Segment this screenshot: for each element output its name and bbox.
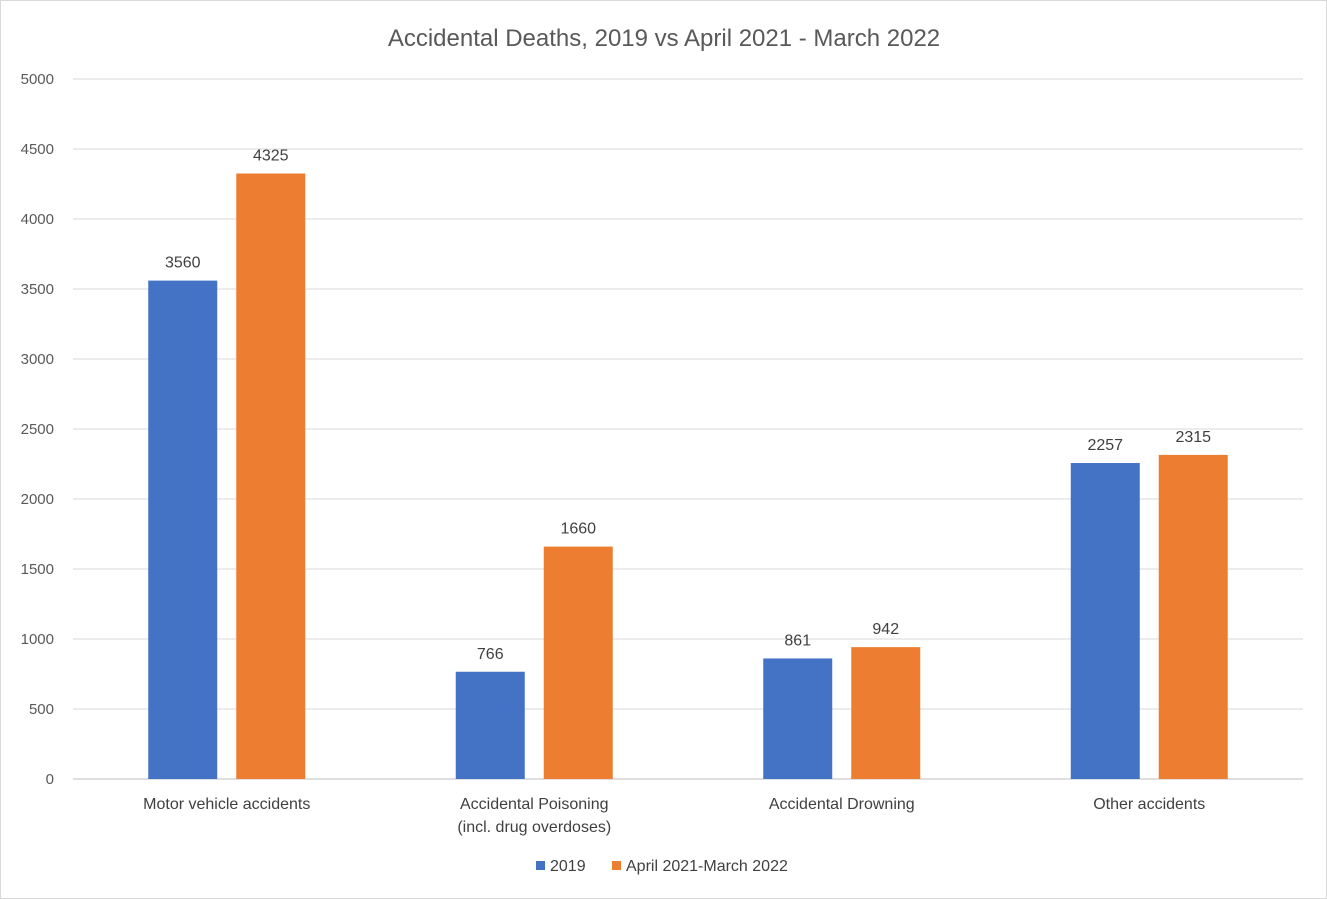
category-label: (incl. drug overdoses) <box>457 819 611 836</box>
y-tick-label: 2500 <box>21 421 54 438</box>
legend-label: April 2021-March 2022 <box>626 858 788 875</box>
bar <box>236 173 306 779</box>
y-tick-label: 2000 <box>21 491 54 508</box>
x-axis-categories: Motor vehicle accidents Accidental Poison… <box>143 796 1205 836</box>
legend: 2019 April 2021-March 2022 <box>536 858 788 875</box>
y-tick-label: 5000 <box>21 71 54 88</box>
y-tick-label: 4500 <box>21 141 54 158</box>
data-label: 942 <box>872 621 899 638</box>
legend-swatch <box>536 861 545 870</box>
legend-swatch <box>612 861 621 870</box>
bar <box>1070 463 1140 779</box>
y-tick-label: 4000 <box>21 211 54 228</box>
data-label: 766 <box>477 646 504 663</box>
data-label: 1660 <box>560 521 596 538</box>
chart-title: Accidental Deaths, 2019 vs April 2021 - … <box>388 25 940 52</box>
y-axis-ticks: 0 500 1000 1500 2000 2500 3000 3500 4000 4500 5000 <box>21 71 54 788</box>
bar <box>851 647 921 779</box>
y-tick-label: 3000 <box>21 351 54 368</box>
y-tick-label: 1000 <box>21 631 54 648</box>
category-label: Accidental Poisoning <box>460 796 609 813</box>
category-label: Other accidents <box>1093 796 1205 813</box>
data-label: 3560 <box>165 255 201 272</box>
y-tick-label: 3500 <box>21 281 54 298</box>
data-label: 861 <box>784 632 811 649</box>
bar <box>455 671 525 779</box>
y-tick-label: 0 <box>46 771 54 788</box>
bars <box>148 173 1228 779</box>
y-tick-label: 500 <box>29 701 54 718</box>
data-labels: 3560 4325 766 1660 861 942 2257 2315 <box>165 148 1211 663</box>
bar <box>1158 454 1228 779</box>
legend-label: 2019 <box>550 858 586 875</box>
y-tick-label: 1500 <box>21 561 54 578</box>
category-label: Motor vehicle accidents <box>143 796 310 813</box>
data-label: 2257 <box>1087 437 1123 454</box>
data-label: 2315 <box>1175 429 1211 446</box>
bar <box>148 280 218 779</box>
data-label: 4325 <box>253 148 289 165</box>
category-label: Accidental Drowning <box>769 796 915 813</box>
bar <box>543 546 613 779</box>
bar <box>763 658 833 779</box>
